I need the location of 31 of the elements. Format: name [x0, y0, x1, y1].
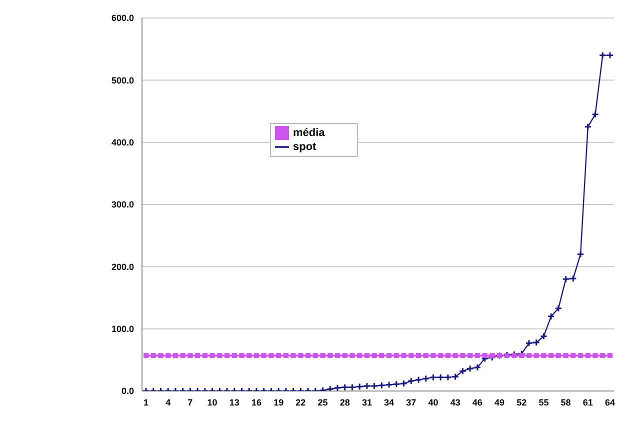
x-tick-label: 37	[406, 397, 416, 408]
y-tick-label: 0.0	[121, 386, 134, 396]
y-tick-label: 500.0	[111, 75, 134, 86]
x-tick-label: 31	[362, 397, 372, 408]
y-tick-label: 600.0	[111, 13, 134, 24]
x-tick-label: 43	[450, 397, 460, 408]
legend-label: spot	[293, 140, 316, 153]
x-tick-label: 16	[251, 397, 262, 408]
x-tick-label: 22	[296, 397, 306, 408]
x-tick-label: 25	[318, 397, 328, 408]
x-tick-label: 61	[582, 397, 593, 408]
x-tick-label: 7	[188, 397, 193, 408]
y-tick-label: 400.0	[111, 138, 134, 148]
x-tick-label: 4	[166, 397, 171, 408]
x-tick-label: 58	[560, 397, 571, 408]
x-tick-label: 19	[274, 397, 284, 408]
x-tick-label: 46	[472, 397, 482, 408]
x-tick-label: 55	[538, 397, 549, 408]
y-tick-label: 300.0	[111, 200, 134, 210]
x-tick-label: 13	[229, 397, 240, 408]
y-tick-label: 200.0	[111, 262, 134, 272]
x-tick-label: 34	[384, 397, 394, 408]
x-tick-label: 10	[207, 397, 218, 408]
x-tick-label: 1	[143, 397, 149, 408]
x-tick-label: 52	[516, 397, 527, 408]
x-tick-label: 64	[604, 397, 616, 408]
x-tick-label: 40	[428, 397, 438, 408]
x-tick-label: 28	[340, 397, 350, 408]
x-tick-label: 49	[494, 397, 505, 408]
y-tick-label: 100.0	[111, 324, 134, 334]
legend-label: média	[293, 126, 325, 139]
